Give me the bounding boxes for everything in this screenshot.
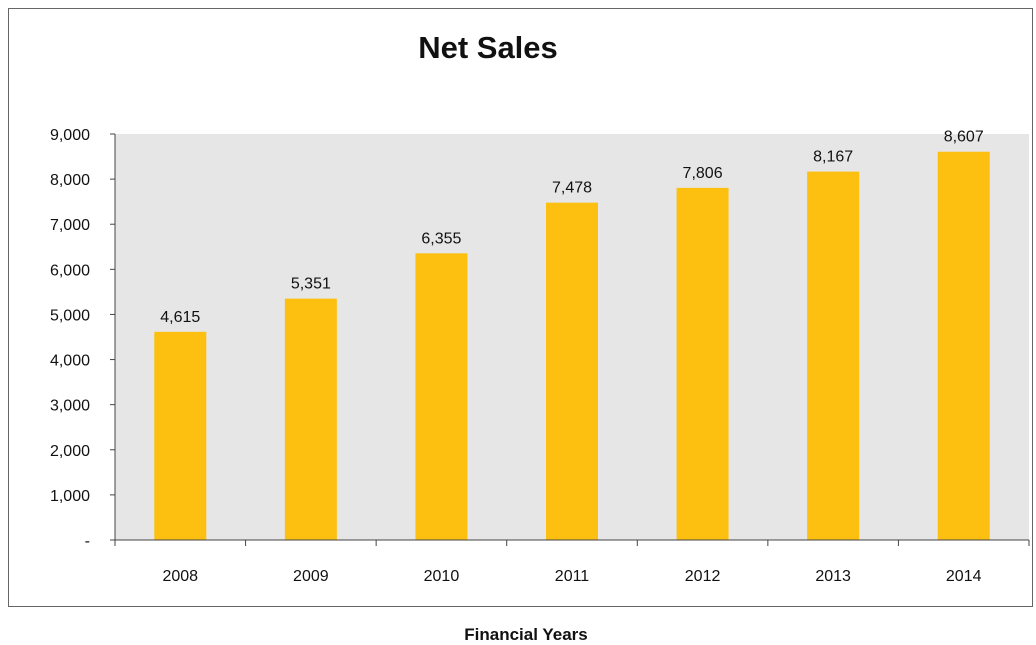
data-label-2014: 8,607 bbox=[944, 129, 984, 146]
x-tick-label: 2008 bbox=[162, 568, 198, 585]
x-tick-label: 2014 bbox=[946, 568, 982, 585]
data-label-2009: 5,351 bbox=[291, 276, 331, 293]
x-tick-label: 2013 bbox=[815, 568, 851, 585]
data-label-2012: 7,806 bbox=[683, 165, 723, 182]
x-axis: 2008 2009 2010 2011 2012 2013 2014 bbox=[114, 539, 1030, 585]
x-axis-title: Financial Years bbox=[464, 625, 587, 644]
bar-2010 bbox=[415, 253, 468, 540]
bar-2011 bbox=[546, 202, 598, 540]
bar-2008 bbox=[154, 331, 207, 540]
x-tick-label: 2009 bbox=[293, 568, 329, 585]
bar-2013 bbox=[807, 171, 860, 540]
bar-2012 bbox=[676, 187, 729, 540]
y-tick-label: 5,000 bbox=[50, 307, 90, 324]
y-tick-label: 4,000 bbox=[50, 353, 90, 370]
y-tick-label: 1,000 bbox=[50, 488, 90, 505]
chart-title: Net Sales bbox=[418, 30, 558, 65]
data-label-2008: 4,615 bbox=[160, 309, 200, 326]
x-tick-label: 2011 bbox=[555, 568, 590, 585]
y-tick-label: 7,000 bbox=[50, 217, 90, 234]
x-tick-label: 2012 bbox=[685, 568, 721, 585]
y-tick-label: - bbox=[85, 533, 90, 550]
y-tick-label: 8,000 bbox=[50, 172, 90, 189]
data-label-2013: 8,167 bbox=[813, 149, 853, 166]
y-tick-label: 9,000 bbox=[50, 127, 90, 144]
bar-2009 bbox=[284, 298, 337, 540]
data-labels-layer: 4,615 5,351 6,355 7,478 7,806 8,167 8,607 bbox=[160, 129, 984, 326]
bars-layer bbox=[154, 151, 990, 540]
y-axis: - 1,000 2,000 3,000 4,000 5,000 6,000 7,000 8,00… bbox=[50, 127, 116, 550]
y-tick-label: 3,000 bbox=[50, 398, 90, 415]
x-tick-label: 2010 bbox=[424, 568, 460, 585]
data-label-2010: 6,355 bbox=[421, 230, 461, 247]
y-tick-label: 2,000 bbox=[50, 443, 90, 460]
y-tick-label: 6,000 bbox=[50, 262, 90, 279]
bar-2014 bbox=[937, 151, 990, 540]
data-label-2011: 7,478 bbox=[552, 180, 592, 197]
